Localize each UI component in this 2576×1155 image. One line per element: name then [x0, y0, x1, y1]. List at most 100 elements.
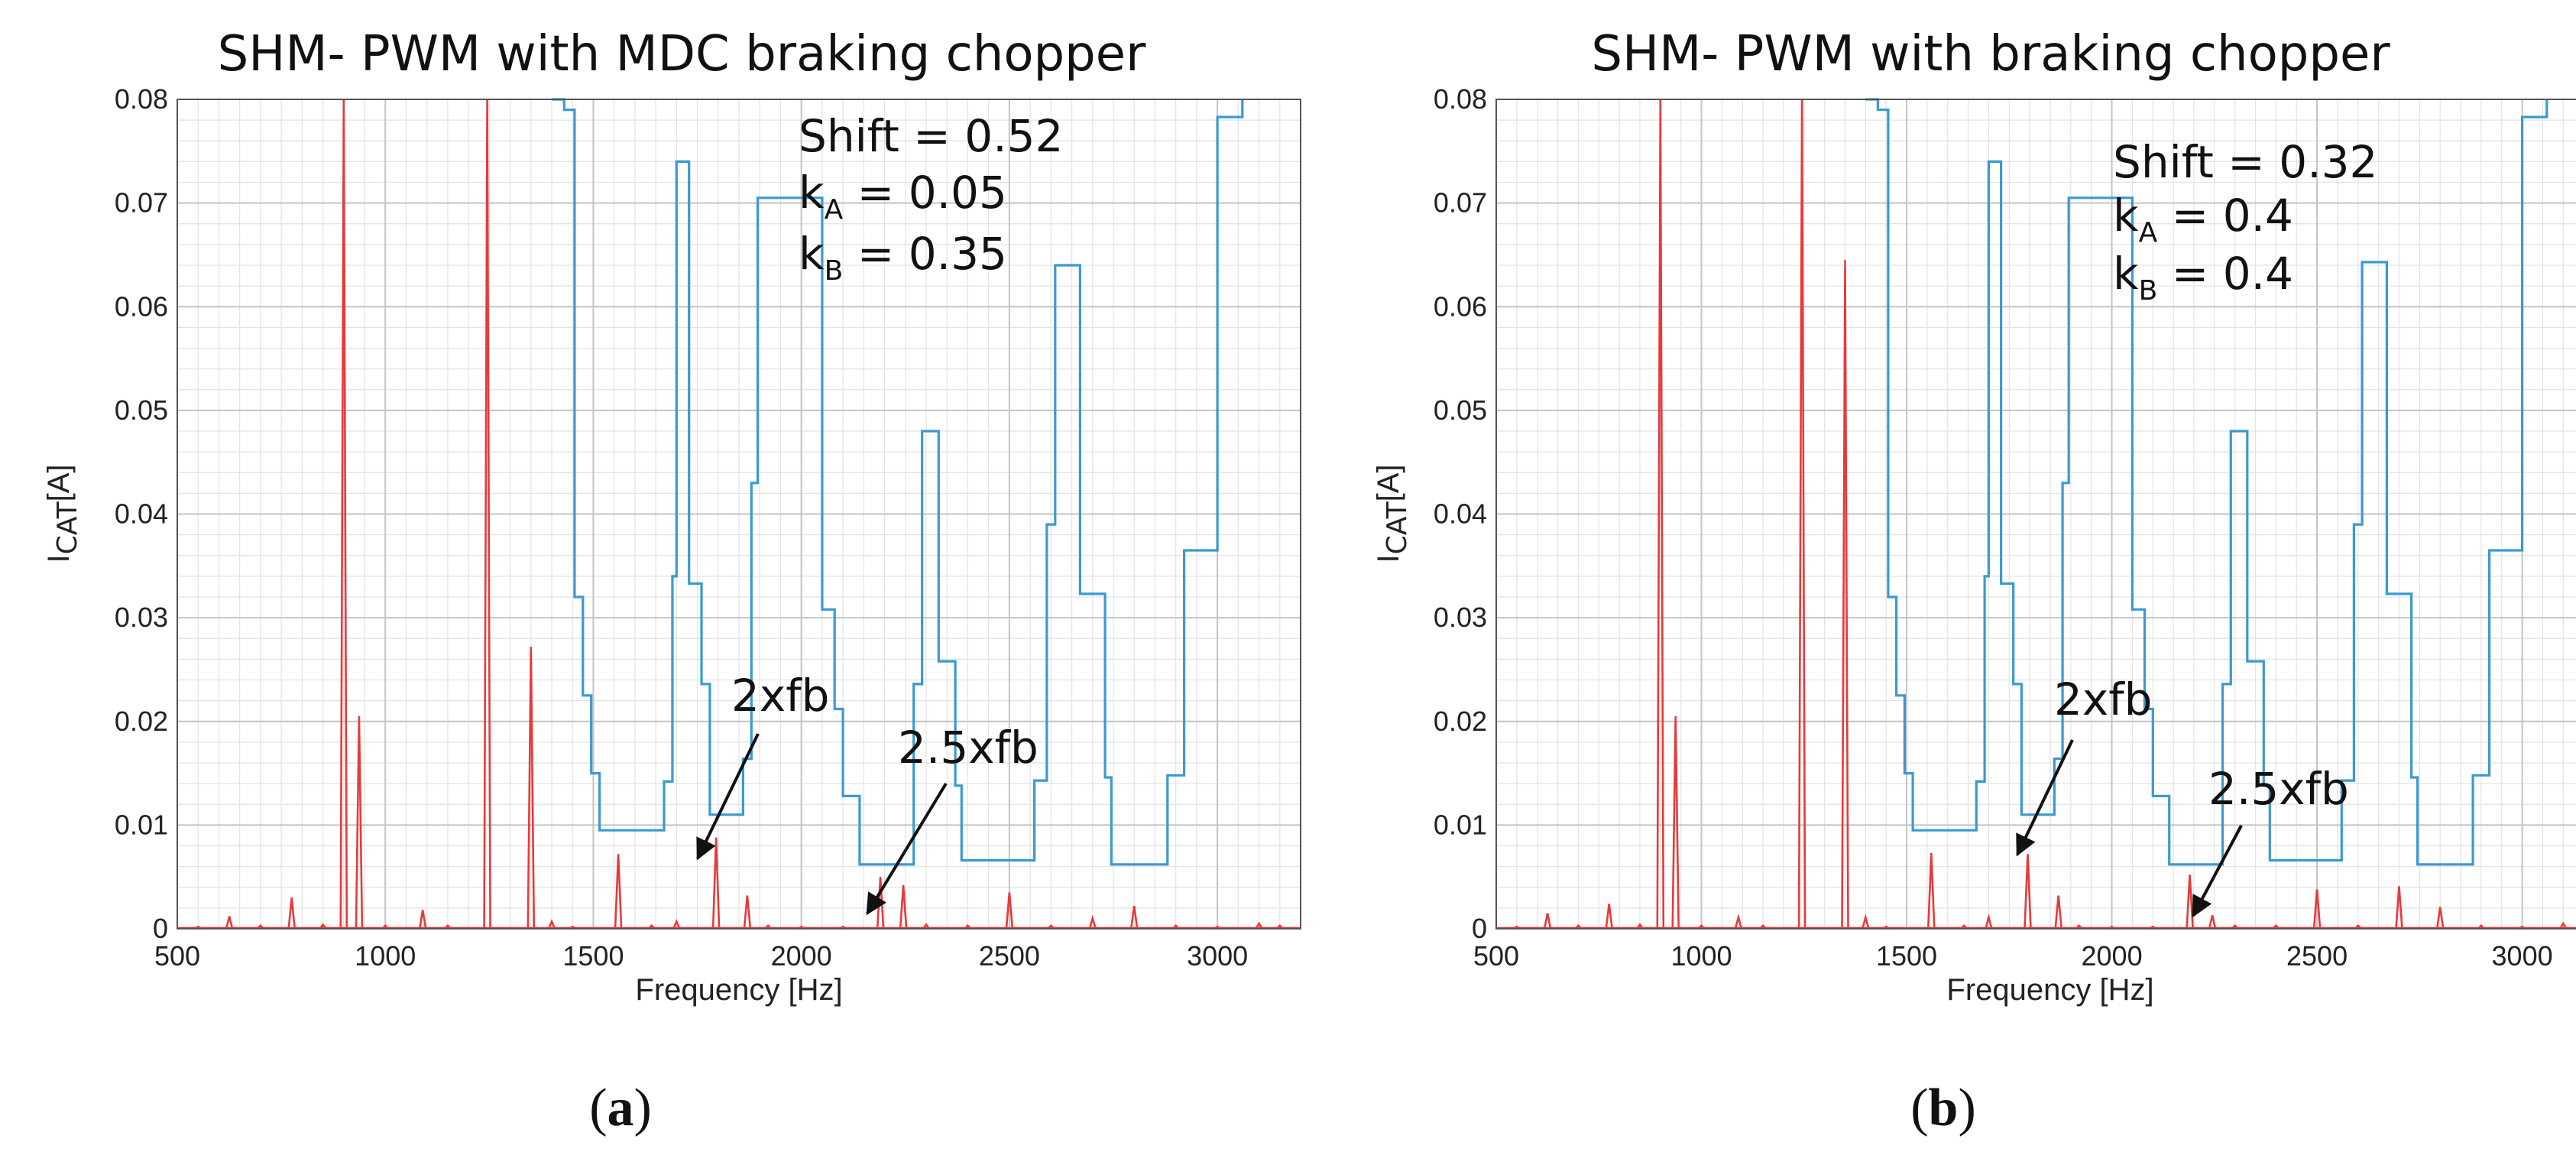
plot-frame	[1495, 99, 2576, 930]
chart-panel-a: SHM- PWM with MDC braking chopper 500 100…	[42, 26, 1301, 1137]
y-axis-ticks: 0 0.01 0.02 0.03 0.04 0.05 0.06 0.07 0.08	[115, 83, 168, 944]
x-tick-label: 2000	[771, 940, 832, 972]
spectrum-spike	[256, 924, 264, 930]
spectrum-spike	[418, 910, 427, 930]
x-tick-label: 1000	[1670, 940, 1732, 972]
parameter-box: Shift = 0.32 kA = 0.4 kB = 0.4	[2113, 136, 2377, 307]
param-ka-main: k	[799, 167, 825, 219]
y-tick-label: 0.05	[1434, 394, 1487, 426]
spectrum-spike	[1734, 913, 1743, 930]
spectrum-spike	[1605, 904, 1613, 930]
param-ka-sub: A	[2139, 217, 2158, 248]
x-tick-label: 2000	[2082, 940, 2143, 972]
annotation-2xfb: 2xfb	[2016, 673, 2152, 857]
annotation-2-5xfb-arrow	[866, 782, 948, 916]
y-tick-label: 0.01	[1434, 809, 1487, 840]
spectrum-spike	[1985, 913, 1993, 930]
spectrum-spike	[1671, 715, 1680, 930]
spectrum-spike	[1574, 924, 1583, 930]
spectrum-spike	[547, 919, 556, 930]
panel-label-b-close: )	[1958, 1079, 1975, 1137]
param-kb-rest: = 0.4	[2157, 248, 2293, 300]
spectrum-spike	[2354, 924, 2362, 930]
annotation-2-5xfb-arrow	[2192, 825, 2243, 918]
spectrum-spike	[381, 924, 390, 930]
spectrum-spike	[527, 647, 536, 930]
spectrum-spike	[1697, 924, 1706, 930]
spectrum-spike	[355, 715, 364, 930]
y-axis-label-sub: CAT	[52, 501, 83, 554]
spectrum-spike	[2054, 895, 2062, 930]
annotation-2xfb-label: 2xfb	[2054, 673, 2152, 725]
spectrum-spike	[1635, 923, 1644, 930]
spectrum-spike	[2477, 924, 2485, 930]
spectrum-spike	[2559, 921, 2568, 930]
y-tick-label: 0.06	[115, 290, 168, 322]
param-ka-rest: = 0.4	[2157, 190, 2293, 242]
chart-title: SHM- PWM with braking chopper	[1591, 26, 2390, 83]
x-tick-label: 500	[1473, 940, 1519, 972]
spectrum-spike	[711, 837, 721, 930]
annotation-2-5xfb: 2.5xfb	[2192, 763, 2349, 918]
spectrum-spike	[1862, 913, 1870, 930]
y-tick-label: 0.04	[1434, 498, 1487, 530]
y-axis-label-sub: CAT	[1382, 501, 1413, 554]
spectrum-spike	[2186, 874, 2194, 930]
annotation-2xfb-arrow	[2016, 739, 2074, 857]
y-tick-label: 0.04	[115, 498, 168, 530]
y-axis-label-main: I	[1372, 554, 1405, 563]
spectrum-spike	[2272, 924, 2280, 930]
y-axis-label-main: I	[42, 554, 76, 563]
spectrum-spike	[614, 854, 623, 930]
annotation-2xfb: 2xfb	[696, 670, 829, 861]
param-shift: Shift = 0.32	[2113, 136, 2377, 188]
parameter-box: Shift = 0.52 kA = 0.05 kB = 0.35	[799, 110, 1063, 287]
spectrum-spike	[1255, 921, 1263, 930]
y-axis-label: ICAT[A]	[42, 465, 83, 563]
x-tick-label: 2500	[979, 940, 1040, 972]
annotation-2-5xfb: 2.5xfb	[866, 722, 1039, 916]
param-kb: kB = 0.4	[2113, 248, 2293, 307]
spectrum-spike	[1171, 924, 1180, 930]
y-tick-label: 0.03	[1434, 602, 1487, 633]
annotation-2xfb-arrow	[696, 733, 760, 861]
annotation-2xfb-label: 2xfb	[731, 670, 829, 722]
spectrum-spike	[1047, 924, 1055, 930]
panel-label-b-open: (	[1910, 1079, 1928, 1137]
param-kb-sub: B	[2139, 275, 2158, 307]
x-tick-label: 3000	[2492, 940, 2553, 972]
spectrum-spike	[319, 923, 327, 930]
x-axis-label: Frequency [Hz]	[1946, 973, 2153, 1007]
panel-label-a-letter: a	[608, 1079, 634, 1137]
y-tick-label: 0	[153, 913, 168, 944]
spectrum-spike	[1960, 924, 1968, 930]
y-tick-label: 0.01	[115, 809, 168, 840]
y-tick-label: 0.05	[115, 394, 168, 426]
spectrum-spike	[2312, 889, 2322, 930]
param-ka-main: k	[2113, 190, 2139, 242]
annotation-2-5xfb-label: 2.5xfb	[2208, 763, 2349, 815]
param-shift: Shift = 0.52	[799, 110, 1063, 162]
spectrum-spike	[1088, 914, 1097, 930]
spectrum-spike	[2208, 915, 2217, 930]
x-tick-label: 3000	[1187, 940, 1248, 972]
y-axis-label-unit: [A]	[42, 465, 76, 502]
x-axis-ticks: 500 1000 1500 2000 2500 3000	[154, 940, 1248, 972]
chart-panel-b: SHM- PWM with braking chopper 500 1000 150…	[1372, 26, 2576, 1137]
spectrum-spike	[2231, 924, 2239, 930]
y-tick-label: 0.07	[115, 187, 168, 219]
param-kb-main: k	[2113, 248, 2139, 300]
spectrum-spike	[922, 923, 931, 930]
limit-envelope-line	[552, 98, 1244, 866]
spectrum-spike	[287, 897, 296, 930]
y-axis-label-unit: [A]	[1372, 465, 1405, 502]
spectrum-spike	[743, 895, 752, 930]
plot-frame	[177, 99, 1301, 930]
annotation-2-5xfb-label: 2.5xfb	[898, 722, 1039, 774]
x-tick-label: 1000	[355, 940, 416, 972]
spectrum-spike	[672, 919, 681, 930]
spectrum-spike	[1275, 924, 1284, 930]
spectrum-spike	[225, 916, 234, 930]
y-tick-label: 0.08	[1434, 83, 1487, 115]
